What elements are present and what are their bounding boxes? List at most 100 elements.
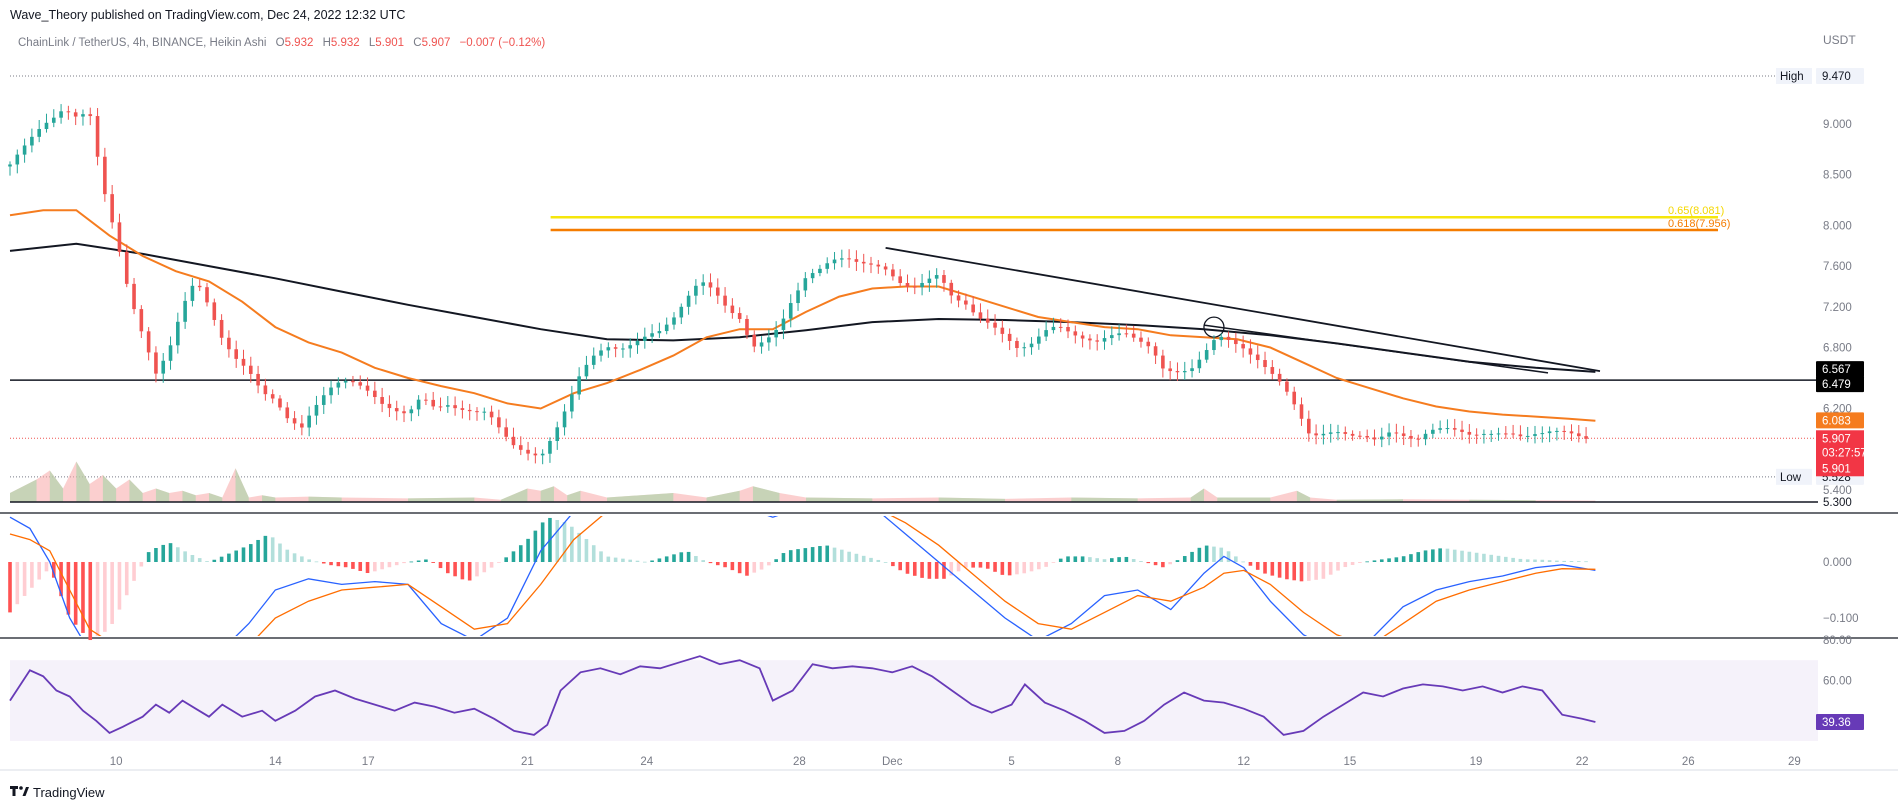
macd-histogram-bar[interactable] [876, 559, 881, 562]
macd-histogram-bar[interactable] [1153, 562, 1158, 566]
macd-histogram-bar[interactable] [394, 562, 399, 566]
macd-histogram-bar[interactable] [1423, 550, 1428, 562]
candle-body[interactable] [212, 302, 217, 320]
macd-histogram-bar[interactable] [1350, 562, 1355, 565]
candle-body[interactable] [518, 445, 523, 450]
macd-histogram-bar[interactable] [431, 562, 436, 563]
candle-body[interactable] [227, 337, 231, 350]
candle-body[interactable] [387, 403, 392, 409]
macd-histogram-bar[interactable] [927, 562, 932, 579]
macd-histogram-bar[interactable] [212, 559, 217, 562]
macd-histogram-bar[interactable] [1314, 562, 1318, 580]
macd-histogram-bar[interactable] [1277, 562, 1282, 578]
candle-body[interactable] [679, 306, 684, 318]
candle-body[interactable] [1241, 344, 1245, 349]
candle-body[interactable] [22, 145, 27, 155]
macd-histogram-bar[interactable] [22, 562, 27, 596]
candle-body[interactable] [197, 285, 202, 288]
macd-histogram-bar[interactable] [854, 553, 859, 562]
candle-body[interactable] [650, 333, 654, 337]
candle-body[interactable] [110, 194, 114, 223]
macd-histogram-bar[interactable] [146, 552, 151, 562]
candle-body[interactable] [176, 321, 180, 346]
candle-body[interactable] [1226, 336, 1231, 340]
candle-body[interactable] [657, 331, 662, 334]
candle-body[interactable] [146, 331, 151, 353]
candle-body[interactable] [336, 382, 341, 388]
macd-histogram-bar[interactable] [241, 547, 246, 562]
macd-histogram-bar[interactable] [30, 562, 34, 588]
candle-body[interactable] [1547, 431, 1552, 434]
candle-body[interactable] [942, 275, 946, 283]
macd-histogram-bar[interactable] [1511, 557, 1515, 562]
candle-body[interactable] [1474, 434, 1479, 436]
candle-body[interactable] [139, 309, 144, 332]
candle-body[interactable] [1452, 428, 1457, 430]
macd-histogram-bar[interactable] [1066, 556, 1070, 562]
macd-histogram-bar[interactable] [504, 557, 508, 562]
candle-body[interactable] [117, 222, 122, 252]
macd-histogram-bar[interactable] [1161, 562, 1165, 568]
macd-histogram-bar[interactable] [1102, 559, 1107, 562]
macd-histogram-bar[interactable] [460, 562, 465, 580]
macd-histogram-bar[interactable] [373, 562, 377, 572]
macd-histogram-bar[interactable] [300, 556, 304, 562]
macd-histogram-bar[interactable] [81, 562, 85, 633]
candle-body[interactable] [424, 399, 428, 401]
macd-histogram-bar[interactable] [110, 562, 114, 624]
macd-histogram-bar[interactable] [621, 558, 625, 562]
candle-body[interactable] [124, 251, 129, 284]
candle-body[interactable] [562, 411, 567, 428]
macd-histogram-bar[interactable] [672, 554, 676, 562]
candle-body[interactable] [540, 453, 545, 456]
candle-body[interactable] [1576, 433, 1581, 437]
macd-histogram-bar[interactable] [1489, 554, 1494, 562]
candle-body[interactable] [723, 295, 727, 306]
candle-body[interactable] [270, 394, 275, 399]
candle-body[interactable] [767, 337, 771, 343]
candle-body[interactable] [453, 405, 457, 409]
candle-body[interactable] [621, 348, 625, 350]
candle-body[interactable] [1153, 346, 1158, 356]
macd-histogram-bar[interactable] [1058, 558, 1063, 562]
macd-histogram-bar[interactable] [1540, 559, 1545, 562]
candle-body[interactable] [241, 358, 246, 366]
candle-body[interactable] [161, 360, 166, 374]
candle-body[interactable] [1504, 433, 1508, 435]
candle-body[interactable] [482, 411, 487, 413]
candle-body[interactable] [1569, 431, 1574, 434]
candle-body[interactable] [971, 304, 975, 313]
macd-histogram-bar[interactable] [883, 562, 888, 563]
macd-histogram-bar[interactable] [1525, 559, 1530, 562]
candle-body[interactable] [489, 411, 494, 418]
candle-body[interactable] [854, 259, 859, 262]
candle-body[interactable] [1161, 355, 1165, 369]
candle-body[interactable] [234, 349, 238, 359]
candle-body[interactable] [745, 318, 749, 335]
candle-body[interactable] [248, 365, 253, 374]
macd-histogram-bar[interactable] [424, 559, 428, 562]
macd-histogram-bar[interactable] [752, 562, 757, 573]
candle-body[interactable] [1109, 335, 1114, 339]
candle-body[interactable] [307, 415, 311, 428]
candle-body[interactable] [1124, 333, 1129, 335]
macd-histogram-bar[interactable] [1029, 562, 1034, 572]
candle-body[interactable] [1000, 327, 1005, 334]
macd-histogram-bar[interactable] [1109, 558, 1114, 562]
candle-body[interactable] [577, 376, 581, 395]
macd-histogram-bar[interactable] [934, 562, 939, 579]
macd-histogram-bar[interactable] [59, 562, 63, 597]
candle-body[interactable] [1372, 437, 1377, 440]
candle-body[interactable] [956, 295, 961, 301]
macd-histogram-bar[interactable] [95, 562, 100, 636]
macd-histogram-bar[interactable] [1299, 562, 1304, 582]
candle-body[interactable] [1058, 326, 1063, 328]
macd-histogram-bar[interactable] [219, 556, 224, 562]
candle-body[interactable] [1387, 432, 1391, 437]
candle-body[interactable] [737, 313, 742, 319]
candle-body[interactable] [154, 352, 158, 374]
candle-body[interactable] [321, 395, 326, 405]
macd-histogram-bar[interactable] [1328, 562, 1333, 575]
candle-body[interactable] [1292, 391, 1297, 405]
price-pane[interactable]: 0.65(8.081)0.618(7.956) [8, 75, 1818, 503]
